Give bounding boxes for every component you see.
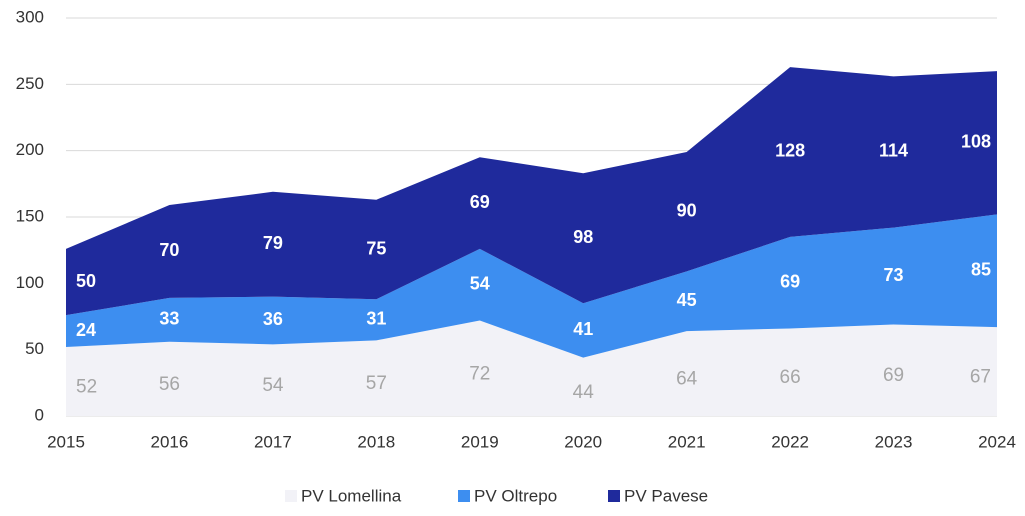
data-label: 24 <box>76 320 96 340</box>
y-tick-label: 150 <box>16 206 44 225</box>
y-tick-label: 250 <box>16 74 44 93</box>
x-tick-label: 2019 <box>461 432 499 451</box>
data-label: 128 <box>775 141 805 161</box>
legend-label: PV Pavese <box>624 486 708 505</box>
data-label: 98 <box>573 227 593 247</box>
legend-label: PV Lomellina <box>301 486 402 505</box>
data-label: 33 <box>159 309 179 329</box>
y-tick-label: 50 <box>25 339 44 358</box>
data-label: 73 <box>884 265 904 285</box>
data-label: 45 <box>677 290 697 310</box>
data-label: 66 <box>780 367 801 388</box>
area <box>66 67 997 316</box>
x-tick-label: 2023 <box>875 432 913 451</box>
x-tick-label: 2024 <box>978 432 1016 451</box>
y-tick-label: 0 <box>35 405 44 424</box>
data-label: 64 <box>676 369 698 390</box>
data-label: 70 <box>159 240 179 260</box>
data-label: 69 <box>780 271 800 291</box>
data-label: 108 <box>961 131 991 151</box>
legend-swatch <box>458 490 470 502</box>
data-label: 79 <box>263 233 283 253</box>
data-label: 54 <box>262 375 284 396</box>
data-label: 44 <box>573 382 595 403</box>
data-label: 85 <box>971 259 991 279</box>
data-label: 67 <box>970 367 991 388</box>
data-label: 57 <box>366 373 387 394</box>
data-label: 90 <box>677 200 697 220</box>
data-label: 69 <box>883 365 904 386</box>
x-tick-label: 2017 <box>254 432 292 451</box>
data-label: 114 <box>879 141 908 161</box>
data-label: 31 <box>366 309 386 329</box>
data-label: 52 <box>76 377 97 398</box>
area <box>66 214 997 358</box>
x-tick-label: 2020 <box>564 432 602 451</box>
x-tick-label: 2015 <box>47 432 85 451</box>
area <box>66 320 997 416</box>
y-tick-label: 200 <box>16 140 44 159</box>
data-label: 69 <box>470 192 490 212</box>
y-tick-label: 300 <box>16 7 44 26</box>
x-tick-label: 2022 <box>771 432 809 451</box>
data-label: 54 <box>470 273 490 293</box>
data-label: 36 <box>263 309 283 329</box>
data-label: 56 <box>159 374 180 395</box>
data-label: 72 <box>469 363 490 384</box>
legend-swatch <box>285 490 297 502</box>
y-tick-label: 100 <box>16 273 44 292</box>
x-tick-label: 2016 <box>151 432 189 451</box>
legend-swatch <box>608 490 620 502</box>
data-label: 50 <box>76 271 96 291</box>
data-label: 75 <box>366 238 386 258</box>
legend-label: PV Oltrepo <box>474 486 557 505</box>
data-label: 41 <box>573 319 593 339</box>
x-tick-label: 2021 <box>668 432 706 451</box>
x-tick-label: 2018 <box>357 432 395 451</box>
